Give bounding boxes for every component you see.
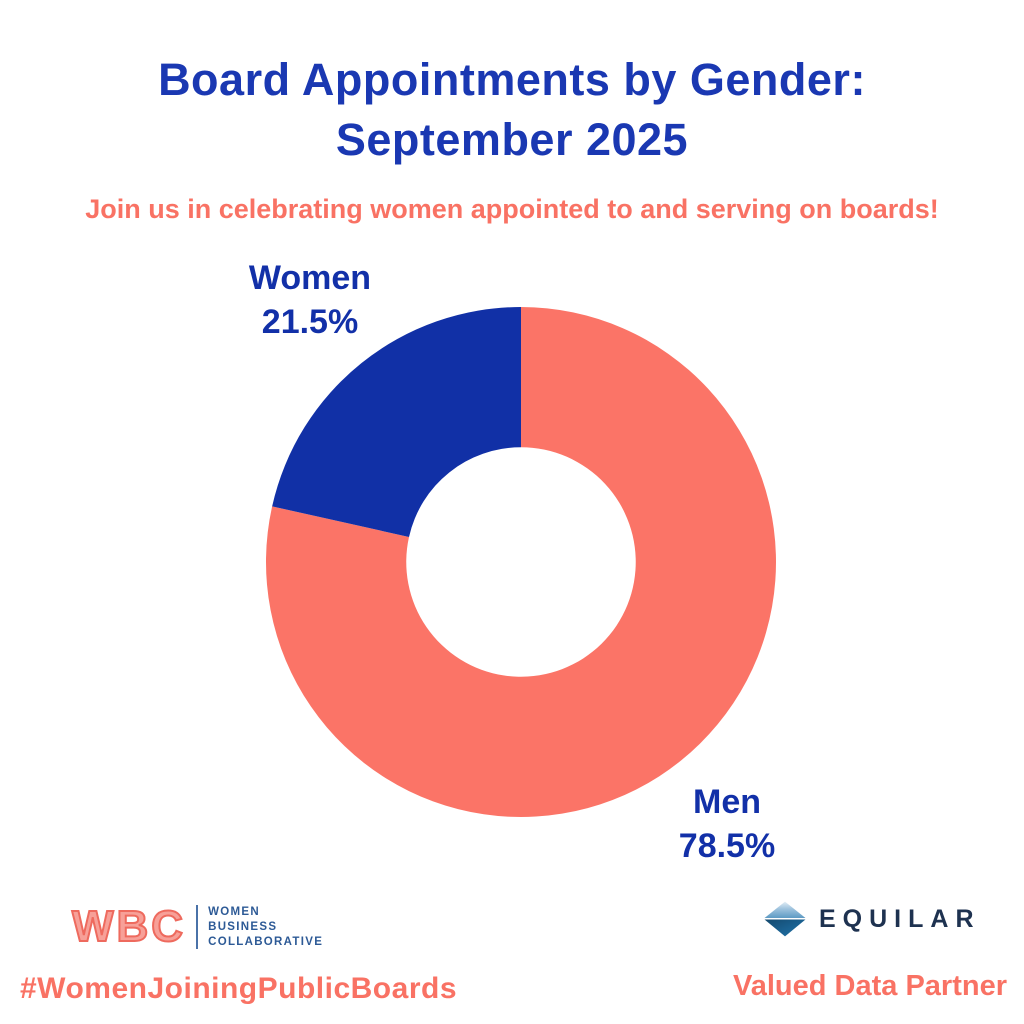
men-label: Men <box>693 783 761 821</box>
women-slice-label: Women 21.5% <box>180 256 440 344</box>
donut-chart <box>265 307 776 817</box>
wbc-logo: WBC WOMEN BUSINESS COLLABORATIVE <box>71 902 323 952</box>
title-line-1: Board Appointments by Gender: <box>158 54 866 105</box>
wbc-logo-line-3: COLLABORATIVE <box>208 935 324 948</box>
wbc-logo-text: WOMEN BUSINESS COLLABORATIVE <box>208 905 323 950</box>
subtitle: Join us in celebrating women appointed t… <box>85 194 939 224</box>
equilar-diamond-icon <box>764 901 806 937</box>
wbc-logo-line-1: WOMEN <box>208 905 260 918</box>
wbc-logo-acronym: WBC <box>71 902 187 952</box>
wbc-logo-line-2: BUSINESS <box>208 920 278 933</box>
men-slice-label: Men 78.5% <box>597 780 857 868</box>
equilar-tagline: Valued Data Partner <box>733 970 1007 1002</box>
donut-slice-men <box>265 307 776 817</box>
equilar-wordmark: EQUILAR <box>819 904 981 933</box>
hashtag: #WomenJoiningPublicBoards <box>20 972 457 1005</box>
page-title: Board Appointments by Gender: September … <box>0 50 1024 170</box>
women-value: 21.5% <box>261 303 359 341</box>
wbc-logo-divider <box>196 905 199 949</box>
men-value: 78.5% <box>678 827 776 865</box>
title-line-2: September 2025 <box>335 114 689 165</box>
donut-slice-women <box>272 307 521 537</box>
equilar-logo: EQUILAR <box>764 901 981 937</box>
women-label: Women <box>248 259 372 297</box>
